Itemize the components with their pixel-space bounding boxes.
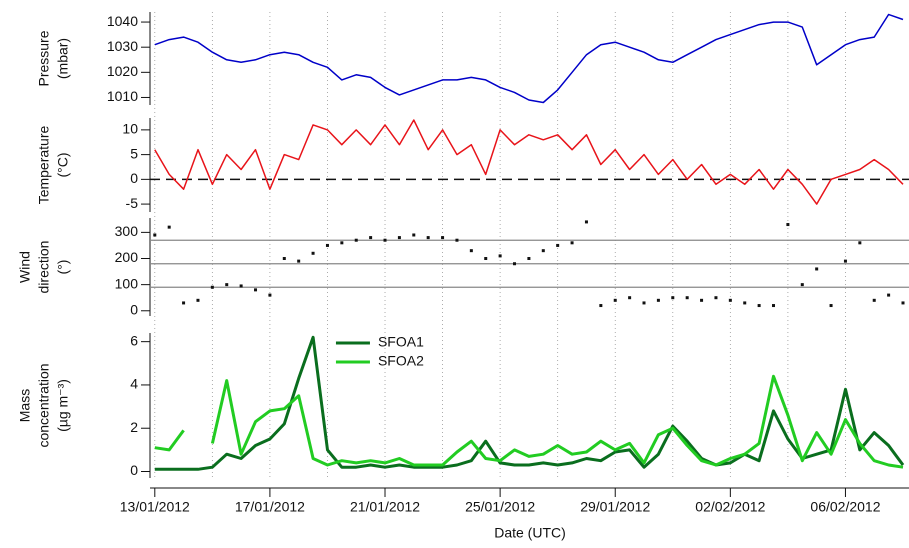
data-point — [311, 251, 315, 255]
data-point — [829, 304, 833, 308]
data-point — [728, 298, 732, 302]
data-line — [154, 374, 904, 469]
y-tick-label: 0 — [130, 462, 138, 478]
y-tick-label: 300 — [115, 223, 139, 239]
data-point — [297, 259, 301, 263]
y-tick-label: 1040 — [107, 13, 138, 29]
data-point — [354, 238, 358, 242]
y-axis-label: Pressure — [36, 30, 52, 86]
legend-label: SFOA1 — [378, 334, 424, 350]
data-point — [239, 284, 243, 288]
y-axis-label: Wind — [17, 251, 33, 283]
data-point — [340, 241, 344, 245]
data-line — [154, 335, 905, 471]
data-point — [671, 296, 675, 300]
x-tick-label: 02/02/2012 — [695, 499, 765, 515]
data-point — [383, 238, 387, 242]
data-point — [800, 283, 804, 287]
data-point — [513, 262, 517, 266]
data-point — [584, 220, 588, 224]
data-point — [757, 304, 761, 308]
data-point — [843, 259, 847, 263]
data-point — [628, 296, 632, 300]
data-point — [556, 243, 560, 247]
data-point — [656, 298, 660, 302]
y-tick-label: 200 — [115, 249, 139, 265]
y-tick-label: 10 — [122, 121, 138, 137]
y-axis-label: (°C) — [55, 152, 71, 177]
data-point — [570, 241, 574, 245]
y-axis-label: (mbar) — [55, 38, 71, 79]
y-axis-label: (°) — [55, 260, 71, 275]
data-point — [613, 298, 617, 302]
y-tick-label: 2 — [130, 419, 138, 435]
data-point — [225, 283, 229, 287]
x-tick-label: 13/01/2012 — [120, 499, 190, 515]
data-point — [858, 241, 862, 245]
data-point — [196, 298, 200, 302]
data-point — [441, 236, 445, 240]
data-point — [426, 236, 430, 240]
data-point — [599, 304, 603, 308]
x-tick-label: 25/01/2012 — [465, 499, 535, 515]
data-point — [412, 233, 416, 237]
data-point — [167, 225, 171, 229]
data-point — [786, 223, 790, 227]
data-point — [887, 293, 891, 297]
data-point — [210, 285, 214, 289]
y-tick-label: 0 — [130, 170, 138, 186]
y-axis-label: direction — [36, 241, 52, 294]
data-point — [498, 254, 502, 258]
data-point — [282, 257, 286, 261]
data-point — [153, 233, 157, 237]
data-point — [714, 296, 718, 300]
data-line — [154, 13, 904, 104]
x-tick-label: 29/01/2012 — [580, 499, 650, 515]
x-tick-label: 21/01/2012 — [350, 499, 420, 515]
x-tick-label: 17/01/2012 — [235, 499, 305, 515]
data-point — [254, 288, 258, 292]
legend-label: SFOA2 — [378, 353, 424, 369]
y-tick-label: 1020 — [107, 63, 138, 79]
y-tick-label: 4 — [130, 376, 138, 392]
data-point — [455, 238, 459, 242]
data-point — [469, 249, 473, 253]
data-point — [685, 296, 689, 300]
data-point — [527, 257, 531, 261]
y-axis-label: Temperature — [36, 125, 52, 204]
data-point — [815, 267, 819, 271]
data-point — [268, 293, 272, 297]
data-point — [872, 298, 876, 302]
y-axis-label: Mass — [17, 389, 33, 422]
y-tick-label: 6 — [130, 332, 138, 348]
data-point — [484, 257, 488, 261]
y-axis-label: (µg m⁻³) — [55, 379, 71, 432]
data-point — [369, 236, 373, 240]
x-tick-label: 06/02/2012 — [810, 499, 880, 515]
y-tick-label: 1010 — [107, 88, 138, 104]
y-tick-label: -5 — [126, 195, 139, 211]
data-point — [182, 301, 186, 305]
data-point — [700, 298, 704, 302]
data-point — [397, 236, 401, 240]
data-point — [901, 301, 905, 305]
data-point — [743, 301, 747, 305]
data-point — [642, 301, 646, 305]
y-tick-label: 0 — [130, 301, 138, 317]
y-tick-label: 1030 — [107, 38, 138, 54]
data-point — [772, 304, 776, 308]
data-line — [154, 119, 904, 205]
data-point — [325, 243, 329, 247]
y-axis-label: concentration — [36, 363, 52, 447]
data-point — [541, 249, 545, 253]
y-tick-label: 100 — [115, 275, 139, 291]
y-tick-label: 5 — [130, 145, 138, 161]
x-axis-label: Date (UTC) — [494, 525, 566, 541]
